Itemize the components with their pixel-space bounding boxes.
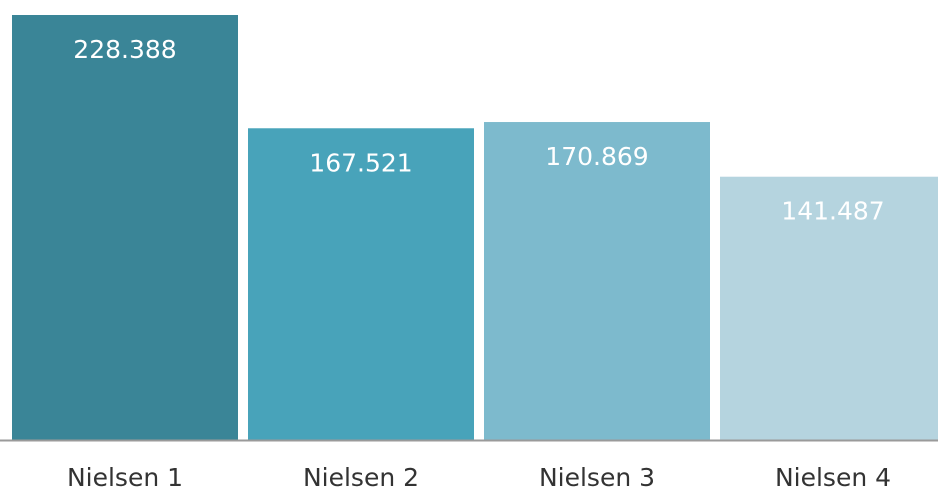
- x-tick-label: Nielsen 1: [67, 463, 183, 492]
- value-label: 170.869: [545, 142, 648, 171]
- bar: [484, 122, 710, 441]
- x-tick-label: Nielsen 2: [303, 463, 419, 492]
- bar: [12, 15, 238, 440]
- x-tick-label: Nielsen 3: [539, 463, 655, 492]
- bar: [720, 176, 938, 441]
- value-label: 167.521: [309, 148, 412, 177]
- x-tick-label: Nielsen 4: [775, 463, 891, 492]
- value-label: 141.487: [781, 197, 884, 226]
- value-label: 228.388: [73, 35, 176, 64]
- bar: [248, 128, 474, 440]
